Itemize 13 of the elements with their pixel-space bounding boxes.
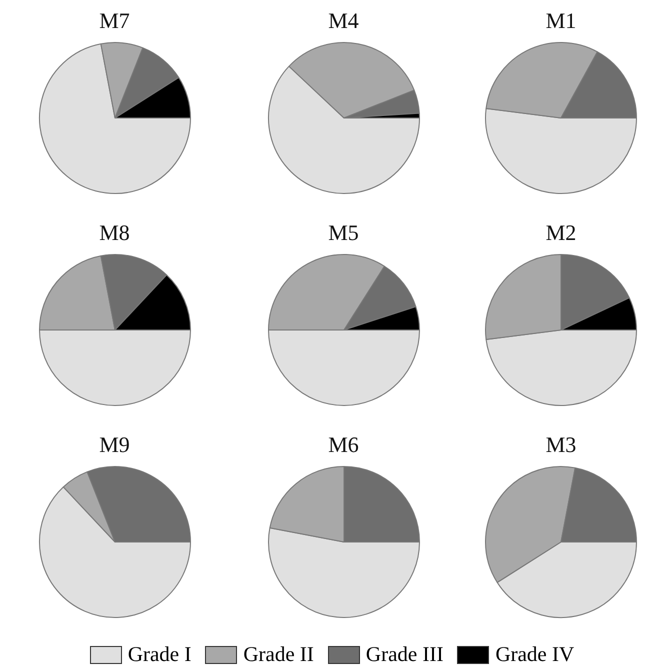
legend-label: Grade II [243, 642, 314, 667]
chart-title: M5 [328, 220, 359, 246]
chart-title: M6 [328, 432, 359, 458]
chart-title: M3 [546, 432, 576, 458]
chart-title: M8 [99, 220, 130, 246]
chart-title: M7 [99, 8, 130, 34]
chart-title: M4 [328, 8, 359, 34]
chart-title: M1 [546, 8, 576, 34]
legend-label: Grade III [366, 642, 444, 667]
chart-title: M2 [546, 220, 576, 246]
chart-title: M9 [99, 432, 130, 458]
legend-label: Grade I [128, 642, 192, 667]
legend-label: Grade IV [495, 642, 574, 667]
